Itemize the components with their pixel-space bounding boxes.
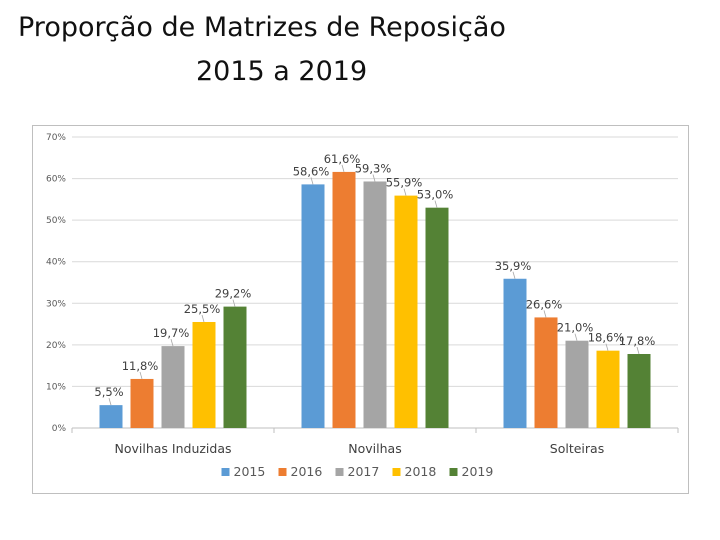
bar-novilhas-induzidas-2018 [192, 321, 216, 428]
data-label-leader [232, 299, 236, 307]
x-category-label-solteiras: Solteiras [550, 441, 604, 456]
bar-novilhas-induzidas-2016 [130, 378, 154, 428]
data-label-leader [605, 343, 609, 351]
x-category-label-novilhas: Novilhas [348, 441, 401, 456]
data-label-leader [543, 310, 547, 318]
legend-swatch-2019 [449, 468, 458, 476]
bar-novilhas-2017 [363, 181, 387, 428]
bar-novilhas-2019 [425, 207, 449, 428]
data-label-novilhas-2016: 61,6% [324, 152, 361, 166]
data-label-novilhas-induzidas-2017: 19,7% [153, 326, 190, 340]
bar-novilhas-2016 [332, 171, 356, 429]
data-label-novilhas-induzidas-2018: 25,5% [184, 302, 221, 316]
data-label-solteiras-2015: 35,9% [495, 259, 532, 273]
data-label-solteiras-2016: 26,6% [526, 297, 563, 311]
bar-novilhas-induzidas-2017 [161, 346, 185, 428]
data-label-novilhas-2017: 59,3% [355, 161, 392, 175]
data-label-novilhas-induzidas-2016: 11,8% [122, 359, 159, 373]
slide-title-line1: Proporção de Matrizes de Reposição [18, 12, 506, 43]
chart-frame [32, 125, 689, 494]
legend-label-2019: 2019 [462, 464, 494, 479]
bar-novilhas-2018 [394, 195, 418, 428]
data-label-novilhas-2019: 53,0% [417, 188, 454, 202]
data-label-solteiras-2019: 17,8% [619, 334, 656, 348]
data-label-leader [512, 271, 516, 279]
data-label-leader [372, 174, 376, 182]
legend-swatch-2015 [221, 468, 230, 476]
data-label-solteiras-2017: 21,0% [557, 321, 594, 335]
bar-novilhas-induzidas-2019 [223, 306, 247, 428]
data-label-leader [310, 177, 314, 185]
data-label-novilhas-2015: 58,6% [293, 164, 330, 178]
data-label-leader [341, 164, 345, 173]
bar-solteiras-2019 [627, 354, 651, 428]
data-label-leader [170, 338, 174, 347]
legend-swatch-2017 [335, 468, 344, 476]
bar-solteiras-2015 [503, 278, 527, 428]
legend-swatch-2016 [278, 468, 287, 476]
y-tick-label-50: 50% [46, 216, 66, 226]
legend-label-2015: 2015 [234, 464, 266, 479]
slide-title: Proporção de Matrizes de Reposição 2015 … [18, 6, 578, 94]
data-label-solteiras-2018: 18,6% [588, 331, 625, 345]
y-tick-label-20: 20% [46, 341, 66, 351]
data-label-leader [574, 333, 578, 341]
data-label-leader [403, 188, 407, 196]
y-tick-label-60: 60% [46, 175, 66, 185]
x-category-label-novilhas-induzidas: Novilhas Induzidas [114, 441, 231, 456]
data-label-leader [636, 346, 640, 355]
y-tick-label-40: 40% [46, 258, 66, 268]
legend-label-2017: 2017 [348, 464, 380, 479]
data-label-leader [201, 314, 205, 323]
legend-label-2016: 2016 [291, 464, 323, 479]
y-tick-label-30: 30% [46, 299, 66, 309]
bar-novilhas-2015 [301, 184, 325, 428]
data-label-novilhas-2018: 55,9% [386, 176, 423, 190]
legend-swatch-2018 [392, 468, 401, 476]
slide-title-line2: 2015 a 2019 [196, 56, 368, 87]
data-label-leader [434, 200, 438, 208]
y-tick-label-0: 0% [52, 424, 67, 434]
bar-solteiras-2017 [565, 340, 589, 428]
data-label-novilhas-induzidas-2015: 5,5% [94, 385, 123, 399]
bar-novilhas-induzidas-2015 [99, 405, 123, 428]
y-tick-label-10: 10% [46, 382, 66, 392]
y-tick-label-70: 70% [46, 133, 66, 143]
legend-label-2018: 2018 [405, 464, 437, 479]
data-label-leader [139, 371, 143, 380]
bar-solteiras-2016 [534, 317, 558, 428]
bar-solteiras-2018 [596, 350, 620, 428]
data-label-novilhas-induzidas-2019: 29,2% [215, 287, 252, 301]
data-label-leader [108, 398, 112, 406]
